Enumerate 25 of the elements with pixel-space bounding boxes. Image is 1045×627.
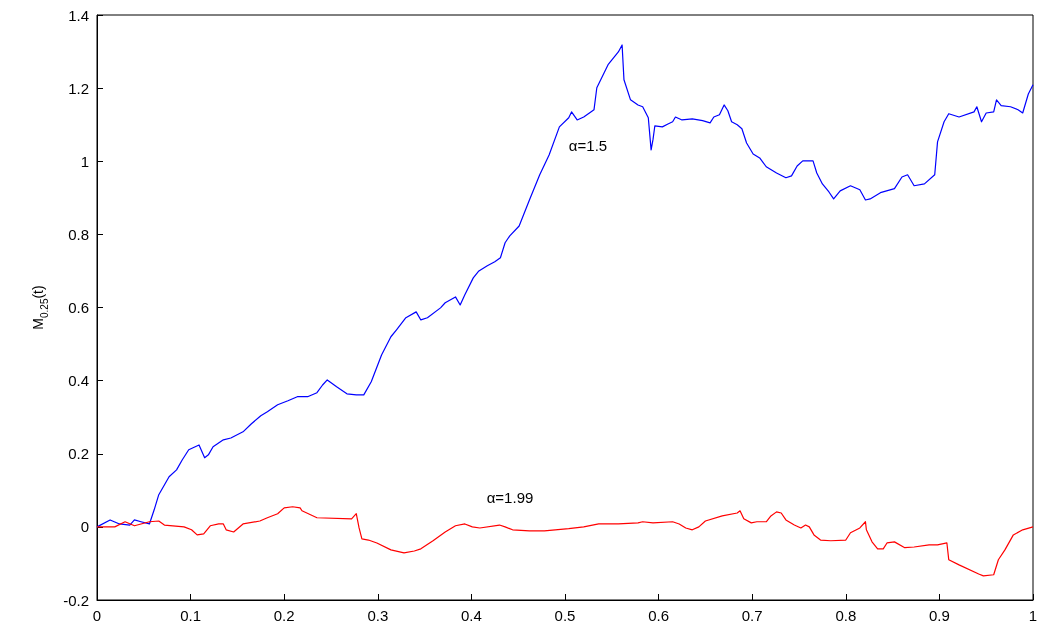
x-tick-label: 0.6: [648, 607, 670, 624]
line-series: [96, 506, 1034, 577]
y-tick-label: 0: [80, 518, 89, 536]
x-tick-label: 0: [92, 607, 102, 624]
annotation: α=1.5: [568, 136, 608, 154]
annotation: α=1.99: [486, 488, 534, 506]
x-tick-label: 0.5: [554, 607, 576, 624]
y-tick-label: 0.2: [68, 445, 89, 463]
y-tick-label: -0.2: [63, 591, 89, 609]
x-tick-label: 0.1: [180, 607, 202, 624]
x-tick-label: 1: [1028, 607, 1038, 624]
y-tick-label: 1: [80, 152, 89, 170]
y-tick-label: 0.4: [68, 372, 89, 390]
x-tick-label: 0.3: [367, 607, 389, 624]
y-axis-title: M0.25(t): [30, 285, 50, 330]
x-tick-label: 0.7: [741, 607, 763, 624]
y-tick-label: 1.4: [68, 6, 89, 24]
y-tick-label: 0.8: [68, 225, 89, 243]
x-tick-label: 0.9: [928, 607, 950, 624]
y-tick-label: 0.6: [68, 299, 89, 316]
x-tick-label: 0.2: [273, 607, 295, 624]
x-tick-label: 0.4: [460, 607, 482, 624]
x-tick-label: 0.8: [835, 607, 857, 624]
line-series: [96, 44, 1034, 528]
y-tick-label: 1.2: [68, 79, 89, 97]
